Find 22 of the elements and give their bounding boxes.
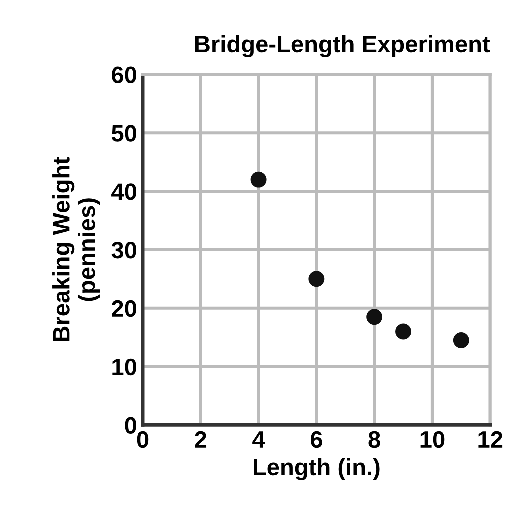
y-tick-label: 0: [125, 417, 136, 434]
x-tick-label: 2: [195, 431, 207, 448]
y-tick-label: 50: [112, 125, 136, 142]
x-axis-title: Length (in.): [254, 458, 380, 480]
y-axis-title: Breaking Weight (pennies): [52, 157, 100, 342]
x-tick-label: 0: [137, 431, 149, 448]
y-tick-label: 20: [112, 300, 136, 318]
point: [366, 309, 383, 326]
point: [396, 324, 412, 340]
y-tick-label: 60: [112, 66, 136, 84]
x-tick-label: 12: [478, 431, 503, 448]
x-tick-label: 4: [252, 432, 266, 448]
chart-title: Bridge-Length Experiment: [195, 35, 490, 58]
x-tick-label: 8: [368, 431, 380, 448]
point: [453, 332, 470, 348]
y-tick-label: 40: [112, 184, 136, 200]
x-tick-label: 10: [420, 431, 445, 448]
point: [250, 172, 267, 188]
y-tick-label: 30: [112, 242, 136, 259]
point: [308, 271, 325, 288]
x-tick-label: 6: [310, 431, 322, 448]
y-tick-label: 10: [112, 358, 136, 376]
